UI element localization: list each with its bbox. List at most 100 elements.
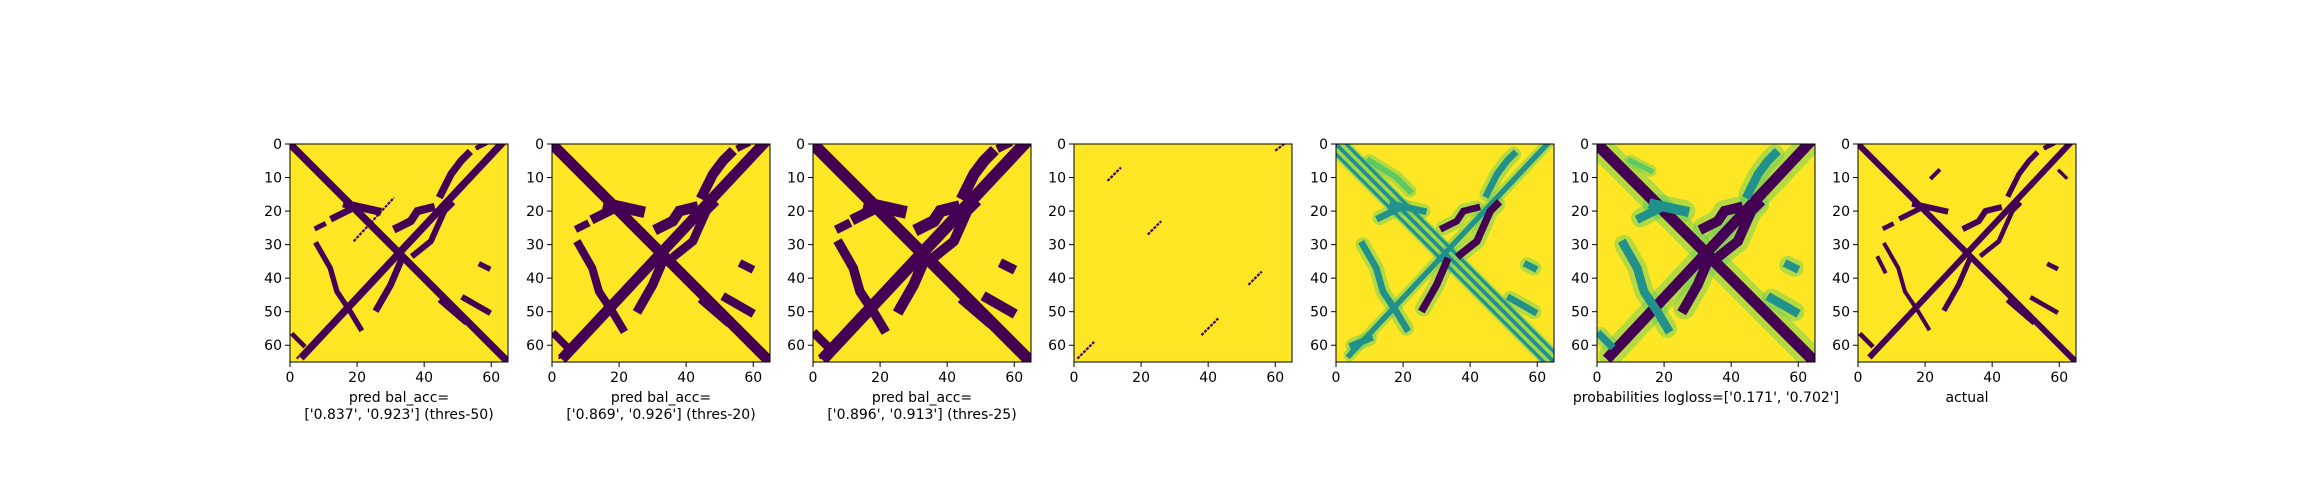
heatmap-diagonal-segment (295, 347, 308, 360)
heatmap-contact-band (329, 203, 359, 223)
heatmap-contact-band (573, 239, 628, 334)
y-tick-label: 50 (787, 305, 805, 321)
heatmap-contact-band (2046, 261, 2060, 272)
heatmap-contact-band (290, 331, 307, 349)
x-tick-label: 40 (677, 370, 695, 386)
heatmap-contact-band (995, 144, 1013, 153)
axes-frame (551, 143, 771, 363)
heatmap-diagonal-segment (1274, 144, 1287, 152)
y-tick-label: 50 (1832, 305, 1850, 321)
y-tick-label: 50 (1310, 305, 1328, 321)
heatmap-diagonal-segment (352, 196, 395, 243)
x-axis-label: probabilities logloss=['0.171', '0.702'] (1573, 390, 1839, 406)
y-tick-label: 10 (1571, 171, 1589, 187)
heatmap-contact-band (1597, 329, 1616, 351)
heatmap-contact-band (1858, 331, 1875, 349)
x-tick-label: 0 (286, 370, 295, 386)
heatmap-contact-band (2005, 150, 2040, 198)
heatmap-contact-band (477, 261, 492, 272)
y-tick-label: 20 (264, 204, 282, 220)
heatmap-contact-band (696, 146, 737, 202)
y-tick-label: 10 (1048, 171, 1066, 187)
heatmap-contact-band (1482, 149, 1519, 199)
heatmap-contact-band (1602, 144, 1815, 362)
x-tick-label: 0 (1070, 370, 1079, 386)
heatmap-contact-band (1875, 255, 1888, 275)
heatmap-contact-band (817, 144, 1031, 362)
heatmap-contact-band (460, 294, 492, 316)
x-tick-label: 20 (1655, 370, 1673, 386)
heatmap-contact-band (573, 219, 591, 233)
axes-frame (1335, 143, 1555, 363)
x-axis-label: ['0.869', '0.926'] (thres-20) (566, 407, 755, 423)
y-tick-label: 30 (1571, 238, 1589, 254)
y-tick-label: 20 (1832, 204, 1850, 220)
heatmap-contact-band (1626, 157, 1655, 175)
heatmap-contact-band (474, 144, 488, 151)
heatmap-contact-band (1454, 199, 1503, 260)
axes-frame (289, 143, 509, 363)
heatmap-contact-band (1928, 167, 1942, 181)
y-tick-label: 60 (1310, 338, 1328, 354)
heatmap-contact-band (956, 145, 999, 202)
y-tick-label: 20 (526, 204, 544, 220)
y-tick-label: 30 (1048, 238, 1066, 254)
y-tick-label: 0 (1057, 137, 1066, 153)
y-tick-label: 60 (264, 338, 282, 354)
y-tick-label: 0 (1841, 137, 1850, 153)
y-tick-label: 60 (787, 338, 805, 354)
heatmap-contact-band (1697, 201, 1744, 235)
x-axis-label: pred bal_acc= (872, 390, 972, 406)
heatmap-contact-band (1375, 203, 1405, 223)
y-tick-label: 40 (1832, 271, 1850, 287)
heatmap-contact-band (435, 148, 473, 200)
heatmap-contact-band (1438, 203, 1481, 233)
x-tick-label: 0 (548, 370, 557, 386)
axes-frame (1857, 143, 2077, 363)
x-axis-label: pred bal_acc= (349, 390, 449, 406)
heatmap-contact-band (313, 221, 327, 232)
heatmap-contact-band (2056, 168, 2069, 180)
heatmap-contact-band (1881, 221, 1895, 231)
heatmap-contact-band (298, 144, 507, 361)
heatmap-contact-band (1765, 292, 1801, 318)
axes-frame (1073, 143, 1293, 363)
y-tick-label: 60 (1571, 338, 1589, 354)
axes-frame (1596, 143, 1816, 363)
y-tick-label: 40 (1048, 271, 1066, 287)
y-tick-label: 10 (1832, 171, 1850, 187)
x-tick-label: 40 (938, 370, 956, 386)
heatmap-contact-band (1677, 254, 1715, 316)
heatmap-contact-band (912, 200, 962, 236)
x-tick-label: 20 (1394, 370, 1412, 386)
x-tick-label: 20 (348, 370, 366, 386)
heatmap-contact-band (813, 329, 833, 352)
heatmap-contact-band (2005, 298, 2036, 326)
x-tick-label: 0 (1593, 370, 1602, 386)
heatmap-contact-band (720, 292, 756, 318)
x-tick-label: 20 (610, 370, 628, 386)
heatmap-contact-band (372, 256, 406, 313)
heatmap-contact-band (849, 200, 884, 225)
heatmap-contact-band (1911, 200, 1949, 215)
y-tick-label: 30 (1310, 238, 1328, 254)
heatmap-contact-band (697, 296, 732, 327)
heatmap-contact-band (557, 144, 770, 362)
y-tick-label: 50 (1048, 305, 1066, 321)
axes-frame (812, 143, 1032, 363)
x-tick-label: 40 (415, 370, 433, 386)
heatmap-contact-band (1505, 293, 1539, 317)
heatmap-contact-band (313, 240, 365, 333)
x-tick-label: 60 (1005, 370, 1023, 386)
heatmap-contact-band (1634, 201, 1667, 224)
heatmap-contact-band (1961, 204, 2003, 232)
y-tick-label: 20 (1310, 204, 1328, 220)
y-tick-label: 10 (264, 171, 282, 187)
y-tick-label: 10 (787, 171, 805, 187)
heatmap-contact-band (1365, 156, 1415, 196)
heatmap-contact-band (1348, 334, 1374, 350)
y-tick-label: 60 (1048, 338, 1066, 354)
